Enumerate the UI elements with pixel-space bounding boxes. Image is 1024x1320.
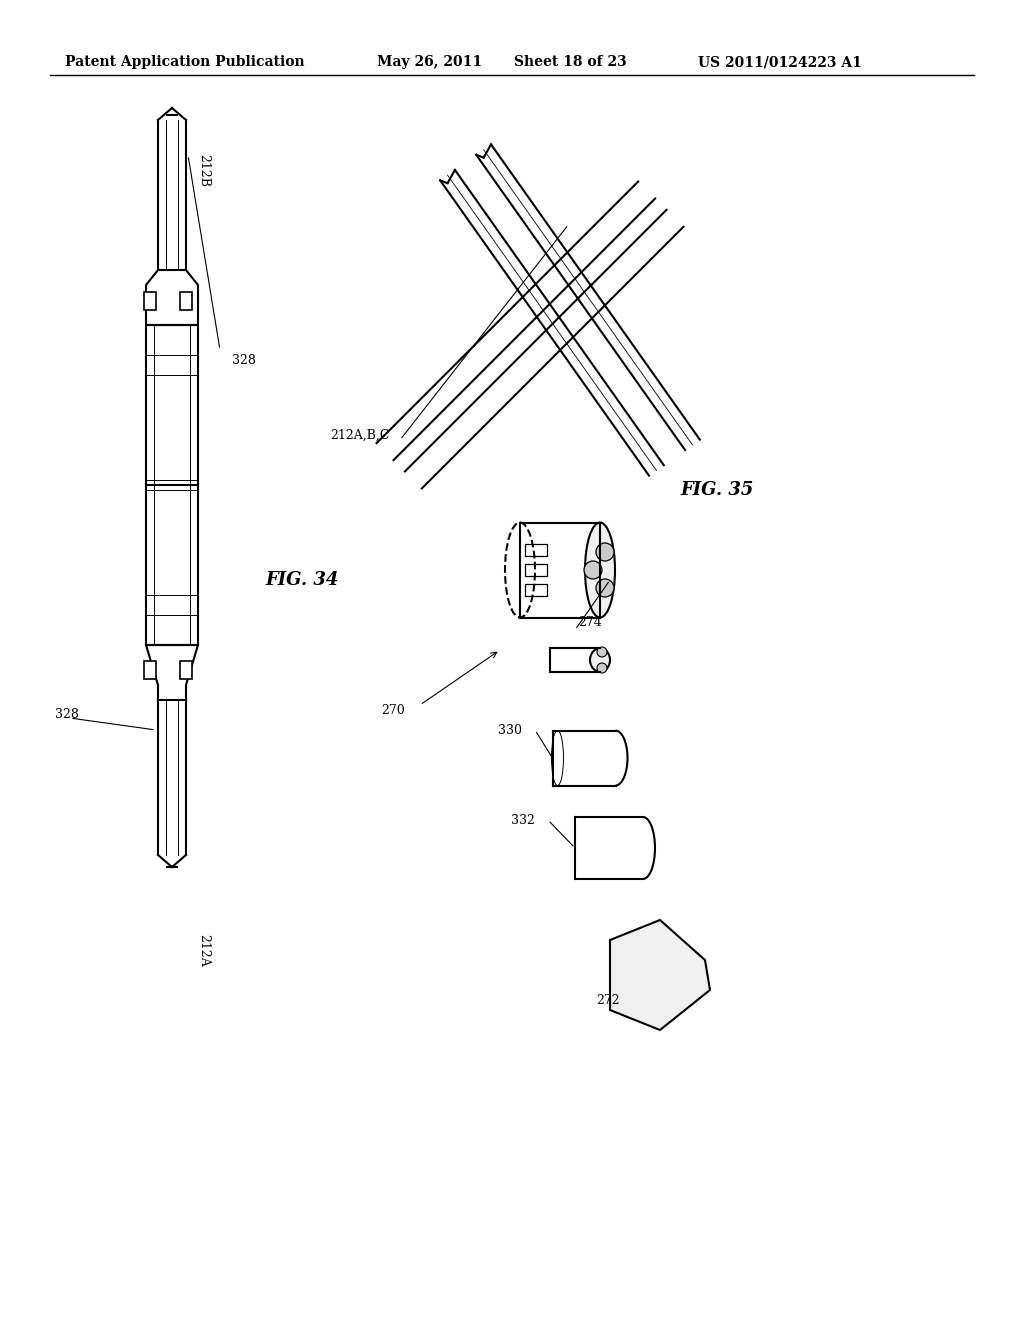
Text: 270: 270 bbox=[381, 704, 406, 717]
Text: 274: 274 bbox=[578, 615, 602, 628]
Text: Sheet 18 of 23: Sheet 18 of 23 bbox=[514, 55, 627, 69]
Text: FIG. 35: FIG. 35 bbox=[680, 480, 754, 499]
Text: 328: 328 bbox=[232, 354, 256, 367]
Ellipse shape bbox=[590, 648, 610, 672]
Text: 272: 272 bbox=[596, 994, 620, 1006]
Circle shape bbox=[596, 579, 614, 597]
Bar bbox=[525, 544, 547, 556]
Bar bbox=[525, 583, 547, 597]
Polygon shape bbox=[610, 920, 710, 1030]
Bar bbox=[144, 661, 156, 678]
Text: 212A,B,C: 212A,B,C bbox=[331, 429, 390, 441]
Ellipse shape bbox=[585, 523, 615, 618]
Text: 212A: 212A bbox=[197, 933, 210, 966]
Text: 332: 332 bbox=[511, 813, 535, 826]
Text: 212B: 212B bbox=[197, 153, 210, 186]
Bar bbox=[144, 292, 156, 310]
Bar bbox=[154, 325, 190, 645]
Bar bbox=[180, 661, 193, 678]
Text: May 26, 2011: May 26, 2011 bbox=[378, 55, 482, 69]
Bar bbox=[146, 325, 198, 645]
Circle shape bbox=[597, 663, 607, 673]
Circle shape bbox=[596, 543, 614, 561]
Circle shape bbox=[584, 561, 602, 579]
Text: US 2011/0124223 A1: US 2011/0124223 A1 bbox=[698, 55, 862, 69]
Text: 330: 330 bbox=[498, 723, 522, 737]
Bar bbox=[180, 292, 193, 310]
Text: 328: 328 bbox=[55, 708, 79, 721]
Text: FIG. 34: FIG. 34 bbox=[265, 572, 338, 589]
Text: Patent Application Publication: Patent Application Publication bbox=[66, 55, 305, 69]
Bar bbox=[525, 564, 547, 576]
Circle shape bbox=[597, 647, 607, 657]
